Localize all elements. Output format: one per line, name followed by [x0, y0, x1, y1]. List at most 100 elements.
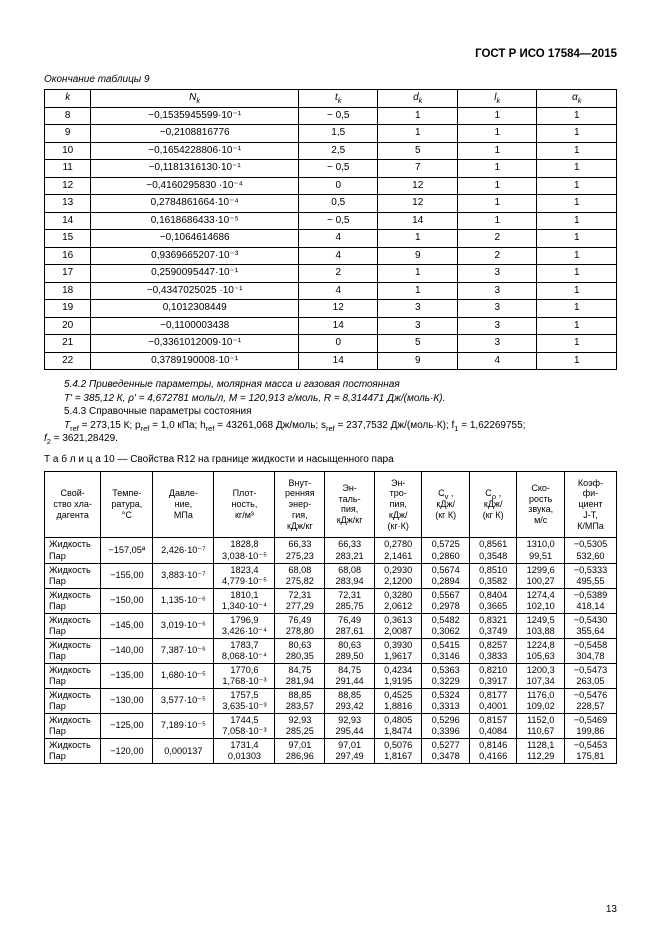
th-col-9: Ско-ростьзвука,м/с [517, 471, 564, 538]
cell: − 0,5 [298, 212, 378, 230]
cell: 1744,57,058·10⁻³ [214, 713, 275, 738]
cell: 1,135·10⁻⁶ [153, 588, 214, 613]
cell: 0,84040,3665 [469, 588, 516, 613]
cell: 22 [45, 352, 91, 370]
cell: 92,93285,25 [275, 713, 325, 738]
page-number: 13 [606, 904, 617, 915]
cell: 14 [298, 317, 378, 335]
cell: 1757,53,635·10⁻³ [214, 688, 275, 713]
cell: −0,5305532,60 [564, 538, 616, 563]
cell: − 0,5 [298, 107, 378, 125]
cell: 0,50761,8167 [374, 738, 421, 763]
cell: 1 [537, 142, 617, 160]
table-row: ЖидкостьПар−130,003,577·10⁻⁵1757,53,635·… [45, 688, 617, 713]
cell: 0,54150,3146 [422, 638, 469, 663]
cell: −150,00 [101, 588, 153, 613]
cell: 14 [378, 212, 458, 230]
cell: 1 [457, 125, 537, 143]
cell: 1 [537, 160, 617, 178]
th-col-3: Плот-ность,кг/м³ [214, 471, 275, 538]
p-5-4-3: 5.4.3 Справочные параметры состояния [44, 405, 617, 419]
th-N: Nk [91, 90, 299, 108]
cell: 20 [45, 317, 91, 335]
table-row: ЖидкостьПар−120,000,0001371731,40,013039… [45, 738, 617, 763]
cell: 1823,44,779·10⁻⁵ [214, 563, 275, 588]
cell: 0,52770,3478 [422, 738, 469, 763]
cell: 1 [378, 282, 458, 300]
cell: 0 [298, 177, 378, 195]
cell: 18 [45, 282, 91, 300]
table-row: 220,3789190008·10⁻¹14941 [45, 352, 617, 370]
cell: 7,189·10⁻⁵ [153, 713, 214, 738]
th-col-1: Темпе-ратура,°C [101, 471, 153, 538]
cell: 14 [45, 212, 91, 230]
cell: 0,36132,0087 [374, 613, 421, 638]
table-row: 160,9369665207·10⁻³4921 [45, 247, 617, 265]
cell: 1828,83,038·10⁻⁵ [214, 538, 275, 563]
cell: 1310,099,51 [517, 538, 564, 563]
cell: 1224,8105,63 [517, 638, 564, 663]
cell: −130,00 [101, 688, 153, 713]
table10-head: Свой-ство хла-дагентаТемпе-ратура,°CДавл… [45, 471, 617, 538]
cell: 3 [378, 300, 458, 318]
cell: −0,1181316130·10⁻¹ [91, 160, 299, 178]
th-col-0: Свой-ство хла-дагента [45, 471, 101, 538]
cell: 0,82570,3833 [469, 638, 516, 663]
cell: 1 [537, 195, 617, 213]
cell: 1770,61,768·10⁻³ [214, 663, 275, 688]
cell: 0,85100,3582 [469, 563, 516, 588]
cell: 5 [378, 335, 458, 353]
cell: 2,426·10⁻⁷ [153, 538, 214, 563]
cell: 1 [537, 177, 617, 195]
cell: 97,01286,96 [275, 738, 325, 763]
cell: 66,33275,23 [275, 538, 325, 563]
cell: 0,56740,2894 [422, 563, 469, 588]
table-row: 18−0,4347025025 ·10⁻¹4131 [45, 282, 617, 300]
cell: 72,31285,75 [325, 588, 375, 613]
th-col-4: Внут-ренняяэнер-гия,кДж/кг [275, 471, 325, 538]
cell: 0 [298, 335, 378, 353]
cell: 3 [457, 300, 537, 318]
cell: ЖидкостьПар [45, 638, 101, 663]
table-row: 21−0,3361012009·10⁻¹0531 [45, 335, 617, 353]
table-row: 15−0,10646146864121 [45, 230, 617, 248]
cell: 0,5 [298, 195, 378, 213]
cell: 15 [45, 230, 91, 248]
cell: −0,1100003438 [91, 317, 299, 335]
cell: 5 [378, 142, 458, 160]
cell: 3,577·10⁻⁵ [153, 688, 214, 713]
cell: 1 [537, 300, 617, 318]
cell: − 0,5 [298, 160, 378, 178]
cell: −0,5473263,05 [564, 663, 616, 688]
cell: 1 [537, 335, 617, 353]
cell: 1 [537, 352, 617, 370]
cell: −140,00 [101, 638, 153, 663]
cell: 1796,93,426·10⁻⁴ [214, 613, 275, 638]
th-col-5: Эн-таль-пия,кДж/кг [325, 471, 375, 538]
cell: 14 [298, 352, 378, 370]
cell: −135,00 [101, 663, 153, 688]
cell: 2 [298, 265, 378, 283]
cell: 9 [45, 125, 91, 143]
cell: 1 [378, 107, 458, 125]
cell: 0,81570,4084 [469, 713, 516, 738]
table-row: ЖидкостьПар−125,007,189·10⁻⁵1744,57,058·… [45, 713, 617, 738]
cell: −0,5430355,64 [564, 613, 616, 638]
table-row: 20−0,110000343814331 [45, 317, 617, 335]
cell: −155,00 [101, 563, 153, 588]
table-row: ЖидкостьПар−145,003,019·10⁻⁶1796,93,426·… [45, 613, 617, 638]
cell: 1 [378, 125, 458, 143]
cell: 3 [457, 335, 537, 353]
cell: 0,57250,2860 [422, 538, 469, 563]
cell: −145,00 [101, 613, 153, 638]
cell: 0,1618686433·10⁻⁵ [91, 212, 299, 230]
cell: 84,75281,94 [275, 663, 325, 688]
th-col-6: Эн-тро-пия,кДж/(кг·К) [374, 471, 421, 538]
cell: 1 [537, 212, 617, 230]
cell: 4 [457, 352, 537, 370]
cell: 10 [45, 142, 91, 160]
cell: 1810,11,340·10⁻⁴ [214, 588, 275, 613]
cell: 0,53240,3313 [422, 688, 469, 713]
table-9: k Nk tk dk lk αk 8−0,1535945599·10⁻¹− 0,… [44, 89, 617, 370]
cell: 0,83210,3749 [469, 613, 516, 638]
